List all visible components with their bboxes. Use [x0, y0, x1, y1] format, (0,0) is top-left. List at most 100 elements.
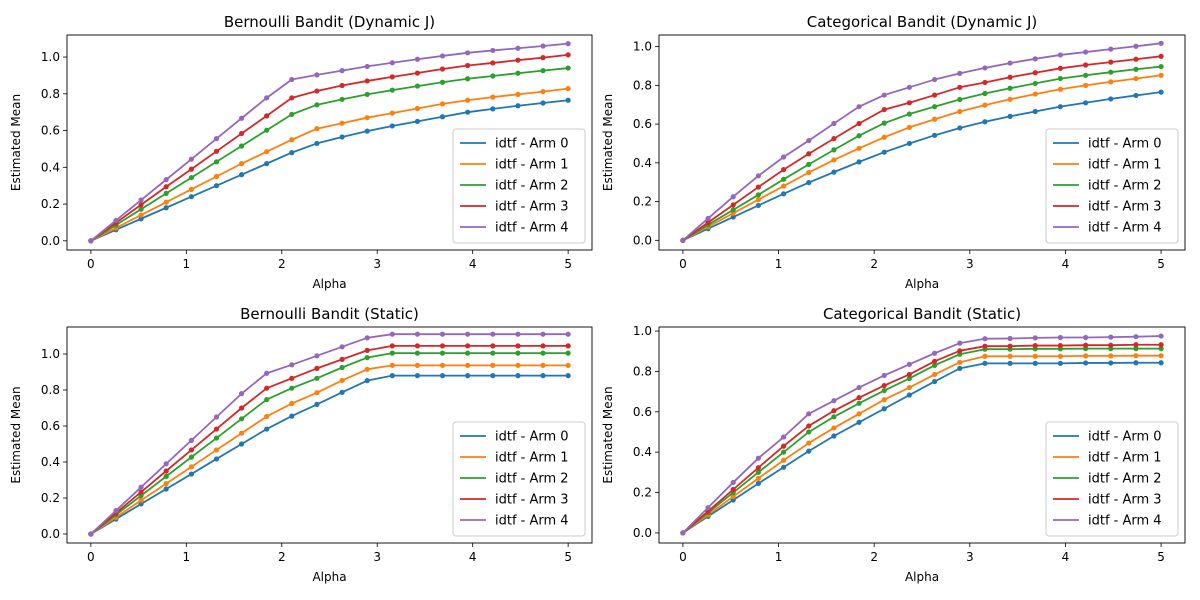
x-tick-label: 2: [278, 257, 286, 271]
data-point: [364, 128, 370, 134]
data-point: [906, 84, 912, 90]
data-point: [881, 92, 887, 98]
series-line-arm-0: [90, 99, 569, 242]
data-point: [705, 219, 711, 226]
data-point: [414, 56, 421, 62]
data-point: [314, 401, 320, 407]
legend-box: [452, 128, 586, 244]
data-point: [289, 150, 295, 156]
data-point: [339, 120, 345, 126]
data-point: [1083, 72, 1089, 78]
data-point: [1108, 342, 1114, 348]
data-point: [163, 205, 169, 211]
x-axis-label: Alpha: [905, 570, 939, 584]
series-line-arm-0: [90, 374, 569, 535]
data-point: [781, 464, 787, 470]
data-point: [389, 87, 395, 93]
data-point: [957, 365, 963, 371]
data-point: [238, 161, 245, 167]
data-point: [238, 441, 245, 447]
data-point: [264, 385, 270, 391]
data-point: [439, 114, 446, 120]
data-point: [439, 101, 446, 107]
data-point: [1133, 353, 1139, 359]
data-point: [314, 140, 320, 147]
data-point: [213, 148, 220, 154]
data-point: [515, 57, 521, 63]
y-tick-label: 0.0: [633, 526, 652, 540]
data-point: [314, 365, 320, 371]
data-point: [856, 395, 862, 401]
data-point: [389, 331, 395, 337]
data-point: [515, 91, 521, 97]
subplot-2: Bernoulli Bandit (Static) 0 1 2 3 4 5 0.0 0.2 0.4…: [9, 305, 593, 584]
data-point: [163, 486, 169, 492]
data-point: [1032, 91, 1038, 97]
data-point: [781, 154, 787, 160]
legend-label: idtf - Arm 0: [495, 137, 569, 152]
data-point: [957, 348, 963, 354]
data-point: [213, 183, 220, 189]
data-point: [213, 456, 220, 462]
data-point: [1133, 342, 1139, 348]
data-point: [314, 72, 320, 78]
data-point: [982, 336, 988, 342]
data-point: [755, 480, 761, 487]
data-point: [932, 358, 938, 364]
legend-label: idtf - Arm 1: [495, 451, 569, 466]
data-point: [314, 102, 320, 108]
data-point: [289, 362, 295, 368]
data-point: [1083, 342, 1089, 348]
data-point: [213, 426, 220, 432]
data-point: [163, 177, 169, 183]
data-point: [540, 100, 546, 106]
data-point: [264, 113, 270, 119]
data-point: [389, 123, 395, 129]
legend-label: idtf - Arm 3: [495, 493, 569, 508]
data-point: [314, 353, 320, 359]
data-point: [831, 433, 837, 439]
data-point: [414, 83, 421, 89]
data-point: [730, 207, 736, 213]
data-point: [806, 448, 812, 454]
legend-label: idtf - Arm 4: [495, 514, 569, 529]
y-tick-label: 0.6: [633, 117, 652, 131]
data-point: [163, 468, 169, 474]
data-point: [781, 183, 787, 189]
axes-frame: [66, 326, 593, 544]
data-point: [138, 493, 144, 499]
data-point: [1057, 104, 1063, 110]
data-point: [364, 78, 370, 84]
data-point: [1108, 59, 1114, 65]
data-point: [188, 166, 194, 172]
data-point: [906, 140, 912, 147]
legend-label: idtf - Arm 2: [495, 472, 569, 487]
data-point: [188, 464, 194, 470]
data-point: [490, 94, 496, 100]
y-tick-label: 0.0: [41, 527, 60, 541]
y-tick-label: 0.8: [633, 78, 652, 92]
data-point: [1007, 353, 1013, 359]
data-point: [289, 413, 295, 419]
data-point: [188, 471, 194, 477]
series-line-arm-1: [682, 74, 1162, 242]
subplot-0: Bernoulli Bandit (Dynamic J) 0 1 2 3 4 5 0.0 0.2…: [9, 13, 593, 291]
data-point: [163, 461, 169, 467]
data-point: [565, 343, 571, 349]
data-point: [515, 350, 521, 356]
data-point: [565, 86, 571, 92]
data-point: [490, 60, 496, 66]
series-line-arm-1: [90, 87, 569, 242]
data-point: [540, 55, 546, 61]
data-point: [932, 104, 938, 110]
data-point: [1032, 108, 1038, 115]
legend: idtf - Arm 0 idtf - Arm 1 idtf - Arm 2 idtf…: [1045, 128, 1179, 244]
data-point: [806, 411, 812, 417]
data-point: [515, 343, 521, 349]
y-tick-label: 0.8: [41, 383, 60, 397]
data-point: [264, 426, 270, 432]
data-point: [856, 120, 862, 127]
legend-label: idtf - Arm 2: [1088, 472, 1162, 487]
data-point: [1158, 346, 1164, 352]
x-tick-label: 0: [87, 550, 95, 564]
